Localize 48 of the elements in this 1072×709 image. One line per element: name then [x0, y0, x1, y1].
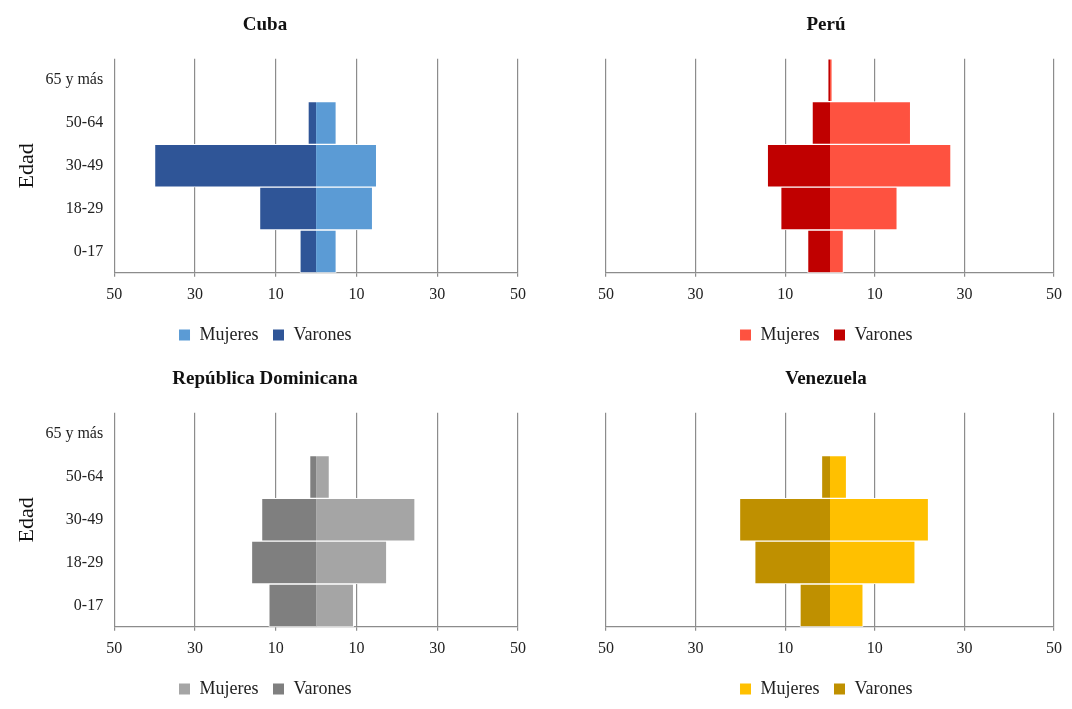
x-tick-label: 50 [510, 284, 526, 302]
x-tick-label: 10 [866, 638, 883, 656]
y-tick-label: 0-17 [73, 595, 104, 613]
y-tick-label: 50-64 [65, 467, 104, 485]
x-tick-label: 30 [687, 638, 704, 656]
y-tick-label: 0-17 [73, 241, 104, 259]
x-tick-label: 30 [687, 284, 704, 302]
x-tick-label: 30 [429, 638, 446, 656]
x-tick-label: 10 [777, 638, 794, 656]
x-tick-label: 10 [777, 284, 794, 302]
y-tick-label: 50-64 [65, 113, 104, 131]
y-tick-label: 65 y más [45, 70, 104, 89]
chart-title: República Dominicana [172, 367, 359, 389]
y-tick-label: 65 y más [45, 424, 104, 443]
x-tick-label: 50 [106, 284, 123, 302]
y-tick-label: 18-29 [65, 198, 104, 216]
x-tick-label: 10 [866, 284, 883, 302]
y-axis-title: Edad [12, 143, 38, 189]
chart-title: Cuba [242, 13, 288, 35]
y-axis-title: Edad [12, 497, 38, 543]
x-tick-label: 30 [956, 284, 973, 302]
x-tick-label: 10 [348, 638, 365, 656]
y-tick-label: 30-49 [65, 156, 104, 173]
legend-label: Varones [293, 323, 352, 344]
x-tick-label: 50 [1046, 284, 1062, 302]
x-tick-label: 50 [598, 284, 614, 302]
x-tick-label: 50 [106, 638, 123, 656]
x-tick-label: 30 [186, 284, 203, 302]
legend-label: Mujeres [760, 323, 820, 344]
legend-label: Mujeres [199, 323, 259, 344]
x-tick-label: 10 [348, 284, 365, 302]
legend-label: Mujeres [760, 677, 820, 698]
x-tick-label: 50 [1046, 638, 1062, 656]
x-tick-label: 30 [429, 284, 446, 302]
x-tick-label: 50 [598, 638, 614, 656]
chart-title: Perú [806, 13, 846, 35]
x-tick-label: 50 [510, 638, 526, 656]
y-tick-label: 30-49 [65, 510, 104, 527]
y-tick-label: 18-29 [65, 552, 104, 570]
x-tick-label: 30 [956, 638, 973, 656]
chart-title: Venezuela [785, 367, 868, 389]
legend-label: Varones [854, 677, 913, 698]
legend-label: Mujeres [199, 677, 259, 698]
legend-label: Varones [854, 323, 913, 344]
x-tick-label: 10 [267, 284, 284, 302]
x-tick-label: 30 [186, 638, 203, 656]
legend-label: Varones [293, 677, 352, 698]
x-tick-label: 10 [267, 638, 284, 656]
